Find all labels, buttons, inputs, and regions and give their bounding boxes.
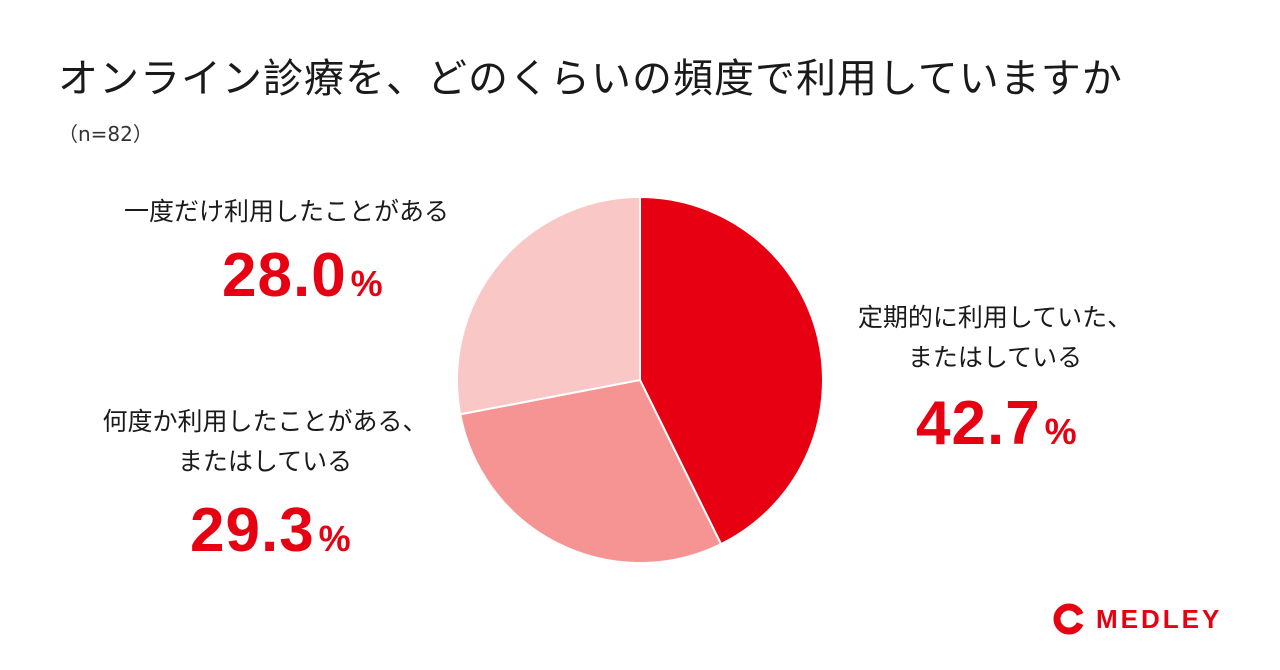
pie-chart <box>456 195 824 564</box>
slice-value-regular: 42.7% <box>916 388 1077 459</box>
slice-value-once: 28.0% <box>222 240 383 311</box>
slice-label-regular-line-1: 定期的に利用していた、 <box>857 303 1133 332</box>
medley-logo-text: MEDLEY <box>1096 603 1223 634</box>
slice-label-regular-line-2: またはしている <box>907 343 1083 372</box>
sample-size-note: （n=82） <box>58 122 153 146</box>
slice-label-once: 一度だけ利用したことがある <box>124 192 449 232</box>
slice-value-once-number: 28.0 <box>222 241 347 310</box>
slice-value-several-unit: % <box>318 518 351 559</box>
slice-label-once-line-1: 一度だけ利用したことがある <box>124 197 450 226</box>
slice-label-several: 何度か利用したことがある、 またはしている <box>80 402 450 482</box>
slice-value-several-number: 29.3 <box>190 496 315 565</box>
pie-slice-several <box>459 378 723 564</box>
medley-logo-icon <box>1053 603 1086 635</box>
pie-slice-once <box>456 195 641 416</box>
chart-title: オンライン診療を、どのくらいの頻度で利用していますか <box>58 56 1123 102</box>
medley-logo: MEDLEY <box>1052 602 1222 636</box>
slice-value-once-unit: % <box>350 263 383 304</box>
slice-value-several: 29.3% <box>190 495 351 566</box>
slice-label-several-line-2: またはしている <box>177 447 353 476</box>
slice-value-regular-unit: % <box>1044 411 1077 452</box>
slice-label-several-line-1: 何度か利用したことがある、 <box>102 407 428 436</box>
slice-value-regular-number: 42.7 <box>916 389 1041 458</box>
slice-label-regular: 定期的に利用していた、 またはしている <box>845 298 1145 378</box>
pie-slice-regular <box>639 195 824 546</box>
